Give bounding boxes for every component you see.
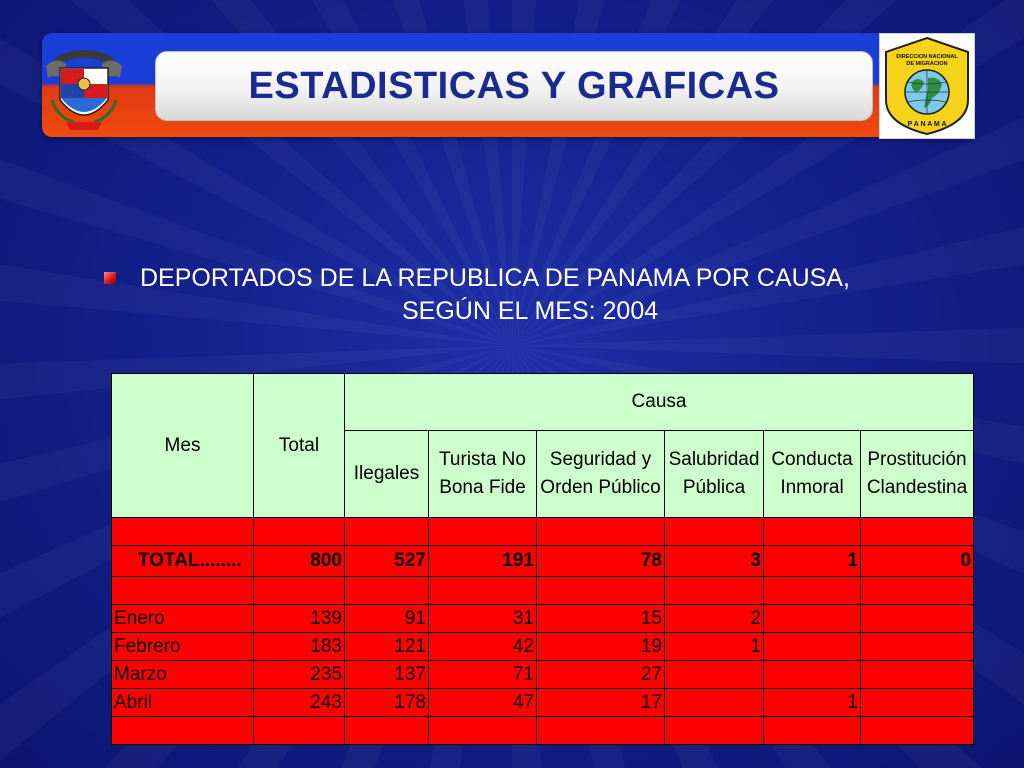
row-total: 235	[253, 660, 345, 689]
svg-text:DE MIGRACION: DE MIGRACION	[906, 61, 947, 67]
row-conducta	[763, 632, 861, 661]
page-title: ESTADISTICAS Y GRAFICAS	[248, 64, 780, 107]
row-turista: 42	[428, 632, 537, 661]
table-row: Febrero 183 121 42 19 1	[111, 632, 975, 661]
row-ilegales: 121	[344, 632, 429, 661]
total-prostitucion: 0	[859, 545, 975, 577]
row-ilegales: 137	[344, 660, 429, 689]
migration-logo-icon: DIRECCION NACIONAL DE MIGRACION P A N A …	[885, 36, 969, 136]
header-conducta: Conducta Inmoral	[763, 430, 861, 518]
row-conducta: 1	[763, 688, 861, 717]
row-salubridad: 2	[664, 604, 764, 633]
total-total: 800	[253, 545, 345, 577]
header-seguridad: Seguridad y Orden Público	[536, 430, 665, 518]
row-seguridad: 27	[536, 660, 665, 689]
deportados-table: Mes Total Causa Ilegales Turista No Bona…	[111, 373, 975, 745]
row-mes: Febrero	[111, 632, 254, 661]
total-label: TOTAL........	[111, 545, 254, 577]
title-box: ESTADISTICAS Y GRAFICAS	[155, 51, 873, 121]
table-row-spacer	[111, 716, 975, 745]
row-seguridad: 17	[536, 688, 665, 717]
table-header-row-1: Mes Total Causa	[111, 373, 975, 518]
row-prostitucion	[859, 604, 975, 633]
table-row-spacer	[111, 517, 975, 546]
table-row: Marzo 235 137 71 27	[111, 660, 975, 689]
coat-of-arms-icon	[46, 50, 122, 130]
table-body: TOTAL........ 800 527 191 78 3 1 0 Enero…	[111, 517, 975, 745]
row-total: 183	[253, 632, 345, 661]
row-salubridad: 1	[664, 632, 764, 661]
row-mes: Abril	[111, 688, 254, 717]
header-total: Total	[253, 373, 345, 518]
row-salubridad	[664, 688, 764, 717]
row-salubridad	[664, 660, 764, 689]
row-conducta	[763, 660, 861, 689]
svg-text:DIRECCION NACIONAL: DIRECCION NACIONAL	[896, 54, 958, 60]
row-turista: 47	[428, 688, 537, 717]
header-prostitucion: Prostitución Clandestina	[859, 430, 975, 518]
row-prostitucion	[859, 660, 975, 689]
row-mes: Marzo	[111, 660, 254, 689]
header-turista: Turista No Bona Fide	[428, 430, 537, 518]
table-row: Enero 139 91 31 15 2	[111, 604, 975, 633]
row-ilegales: 91	[344, 604, 429, 633]
table-row: Abril 243 178 47 17 1	[111, 688, 975, 717]
total-salubridad: 3	[664, 545, 764, 577]
row-conducta	[763, 604, 861, 633]
migration-logo-box: DIRECCION NACIONAL DE MIGRACION P A N A …	[879, 33, 975, 139]
subtitle-line-2: SEGÚN EL MES: 2004	[402, 297, 659, 325]
total-ilegales: 527	[344, 545, 429, 577]
row-prostitucion	[859, 632, 975, 661]
row-total: 243	[253, 688, 345, 717]
row-seguridad: 19	[536, 632, 665, 661]
slide-subtitle: DEPORTADOS DE LA REPUBLICA DE PANAMA POR…	[140, 262, 980, 328]
table-header-row-2: Ilegales Turista No Bona Fide Seguridad …	[112, 430, 975, 518]
subtitle-line-1: DEPORTADOS DE LA REPUBLICA DE PANAMA POR…	[140, 264, 850, 292]
row-turista: 71	[428, 660, 537, 689]
row-turista: 31	[428, 604, 537, 633]
bullet-icon	[104, 272, 116, 284]
table-row-total: TOTAL........ 800 527 191 78 3 1 0	[111, 545, 975, 577]
header-causa: Causa	[343, 373, 975, 431]
row-mes: Enero	[111, 604, 254, 633]
row-ilegales: 178	[344, 688, 429, 717]
header-ilegales: Ilegales	[344, 430, 429, 518]
row-seguridad: 15	[536, 604, 665, 633]
header-salubridad: Salubridad Pública	[664, 430, 764, 518]
header-mes: Mes	[111, 373, 254, 518]
table-row-spacer	[111, 576, 975, 605]
total-seguridad: 78	[536, 545, 665, 577]
svg-text:P A N A M A: P A N A M A	[907, 121, 946, 128]
total-turista: 191	[428, 545, 537, 577]
row-total: 139	[253, 604, 345, 633]
row-prostitucion	[859, 688, 975, 717]
total-conducta: 1	[763, 545, 861, 577]
